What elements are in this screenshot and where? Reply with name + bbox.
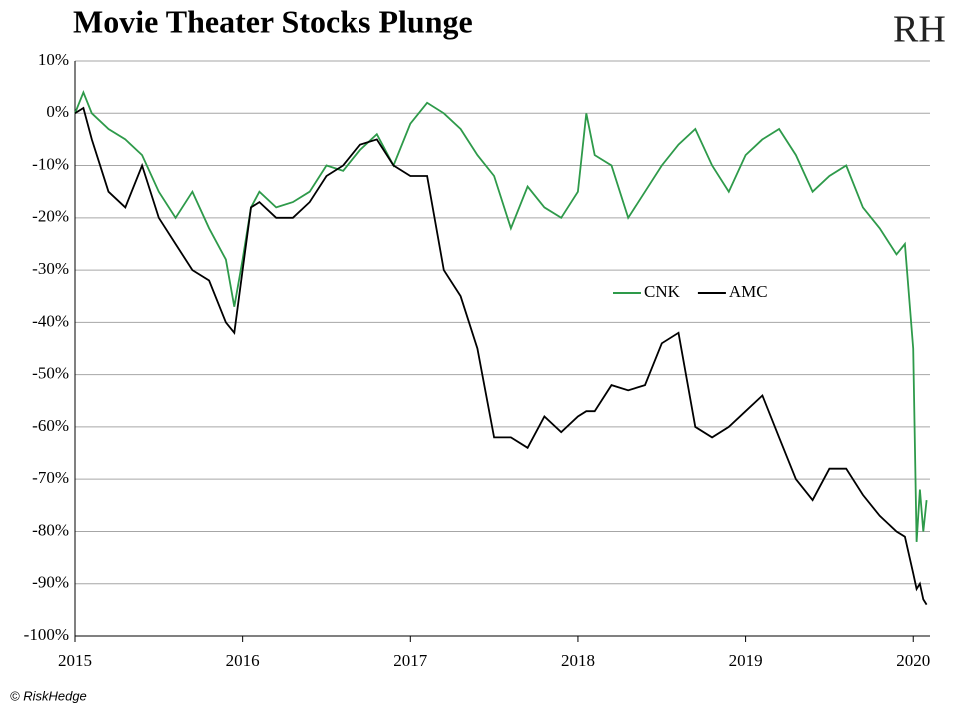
y-tick-label: 10% xyxy=(38,50,69,69)
x-tick-label: 2015 xyxy=(58,651,92,670)
x-tick-label: 2019 xyxy=(729,651,763,670)
y-tick-label: 0% xyxy=(46,102,69,121)
source: © RiskHedge xyxy=(10,688,87,703)
series-line xyxy=(74,106,928,606)
y-tick-label: -10% xyxy=(32,154,69,173)
logo: RH xyxy=(893,9,946,51)
y-tick-label: -80% xyxy=(32,520,69,539)
chart-title: Movie Theater Stocks Plunge xyxy=(73,3,473,39)
y-tick-label: -30% xyxy=(32,259,69,278)
y-tick-label: -70% xyxy=(32,468,69,487)
y-tick-label: -40% xyxy=(32,311,69,330)
y-tick-label: -90% xyxy=(32,573,69,592)
series-line xyxy=(74,89,928,542)
y-tick-label: -50% xyxy=(32,364,69,383)
y-tick-label: -20% xyxy=(32,207,69,226)
x-tick-label: 2016 xyxy=(226,651,260,670)
x-tick-label: 2017 xyxy=(393,651,428,670)
y-tick-label: -100% xyxy=(24,625,69,644)
y-tick-label: -60% xyxy=(32,416,69,435)
legend-label: AMC xyxy=(729,282,768,301)
legend-label: CNK xyxy=(644,282,681,301)
x-tick-label: 2020 xyxy=(896,651,930,670)
x-tick-label: 2018 xyxy=(561,651,595,670)
